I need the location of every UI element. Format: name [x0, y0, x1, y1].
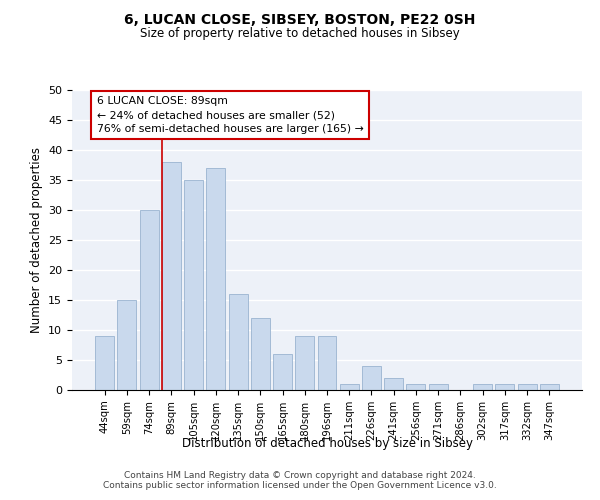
Bar: [95, 336, 114, 390]
Bar: [540, 384, 559, 390]
Bar: [473, 384, 492, 390]
Bar: [340, 384, 359, 390]
Bar: [273, 354, 292, 390]
Bar: [140, 210, 158, 390]
Bar: [406, 384, 425, 390]
Bar: [317, 336, 337, 390]
Bar: [429, 384, 448, 390]
Bar: [206, 168, 225, 390]
Bar: [251, 318, 270, 390]
Text: 6, LUCAN CLOSE, SIBSEY, BOSTON, PE22 0SH: 6, LUCAN CLOSE, SIBSEY, BOSTON, PE22 0SH: [124, 12, 476, 26]
Text: Distribution of detached houses by size in Sibsey: Distribution of detached houses by size …: [182, 438, 473, 450]
Text: Size of property relative to detached houses in Sibsey: Size of property relative to detached ho…: [140, 28, 460, 40]
Bar: [229, 294, 248, 390]
Text: Contains HM Land Registry data © Crown copyright and database right 2024.
Contai: Contains HM Land Registry data © Crown c…: [103, 470, 497, 490]
Bar: [162, 162, 181, 390]
Bar: [384, 378, 403, 390]
Text: 6 LUCAN CLOSE: 89sqm
← 24% of detached houses are smaller (52)
76% of semi-detac: 6 LUCAN CLOSE: 89sqm ← 24% of detached h…: [97, 96, 364, 134]
Bar: [295, 336, 314, 390]
Bar: [118, 300, 136, 390]
Bar: [518, 384, 536, 390]
Y-axis label: Number of detached properties: Number of detached properties: [29, 147, 43, 333]
Bar: [496, 384, 514, 390]
Bar: [184, 180, 203, 390]
Bar: [362, 366, 381, 390]
